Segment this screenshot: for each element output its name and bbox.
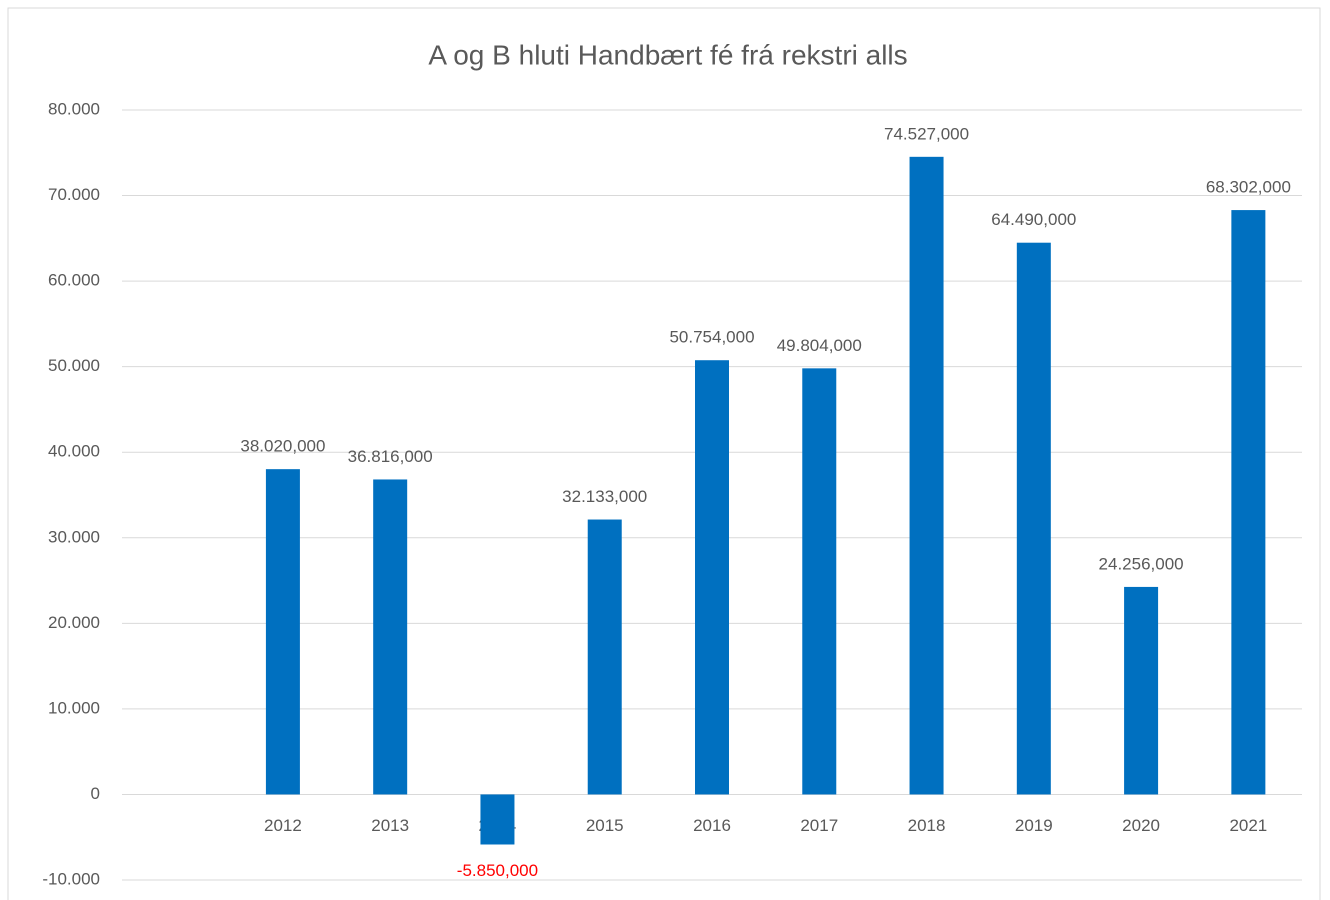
y-tick-label: -10.000 [42, 869, 100, 888]
bar [1016, 242, 1051, 795]
bar [373, 479, 408, 795]
bar [1231, 210, 1266, 795]
data-label: 64.490,000 [991, 210, 1076, 229]
y-tick-label: 50.000 [48, 356, 100, 375]
x-tick-label: 2019 [1015, 816, 1053, 835]
bar [480, 794, 515, 845]
data-label: 24.256,000 [1099, 554, 1184, 573]
x-tick-label: 2013 [371, 816, 409, 835]
bar [802, 368, 837, 795]
data-label: 50.754,000 [669, 328, 754, 347]
x-tick-label: 2021 [1229, 816, 1267, 835]
y-tick-label: 20.000 [48, 613, 100, 632]
x-tick-label: 2018 [908, 816, 946, 835]
data-label: 38.020,000 [240, 437, 325, 456]
x-tick-label: 2020 [1122, 816, 1160, 835]
x-tick-label: 2016 [693, 816, 731, 835]
x-tick-label: 2012 [264, 816, 302, 835]
data-label: 36.816,000 [348, 447, 433, 466]
chart-title: A og B hluti Handbært fé frá rekstri all… [428, 39, 907, 70]
data-label: 74.527,000 [884, 124, 969, 143]
x-tick-label: 2017 [800, 816, 838, 835]
y-tick-label: 30.000 [48, 527, 100, 546]
y-tick-label: 80.000 [48, 99, 100, 118]
bar [909, 156, 944, 795]
bar [587, 519, 622, 795]
y-tick-label: 0 [91, 784, 100, 803]
bar [1124, 586, 1159, 795]
y-tick-label: 60.000 [48, 271, 100, 290]
chart-border [7, 7, 1321, 900]
y-tick-label: 40.000 [48, 442, 100, 461]
data-label: 49.804,000 [777, 336, 862, 355]
bar [265, 469, 300, 795]
bar [695, 360, 729, 795]
y-tick-label: 10.000 [48, 698, 100, 717]
y-tick-label: 70.000 [48, 185, 100, 204]
data-label: 68.302,000 [1206, 178, 1291, 197]
data-label: 32.133,000 [562, 487, 647, 506]
x-tick-label: 2015 [586, 816, 624, 835]
data-label: -5.850,000 [457, 861, 538, 880]
